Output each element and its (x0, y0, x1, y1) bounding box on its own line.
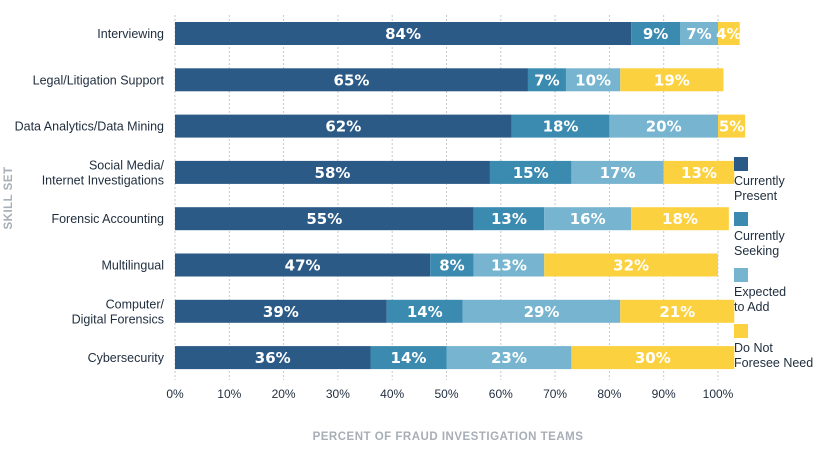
bar-segment (565, 68, 621, 92)
bar-value-label: 36% (255, 349, 291, 367)
bar-value-label: 55% (306, 210, 342, 228)
bar-value-label: 14% (407, 303, 443, 321)
bar-value-label: 19% (654, 71, 690, 89)
x-tick-label: 100% (703, 387, 734, 401)
legend-swatch (734, 268, 748, 282)
bar-value-label: 10% (575, 71, 611, 89)
bar-value-label: 58% (315, 164, 351, 182)
bar-segment (679, 22, 718, 45)
bar-segment (175, 253, 431, 277)
category-labels: Interviewing Legal/Litigation Support Data… (15, 27, 165, 365)
bar-value-label: 13% (491, 210, 527, 228)
bar-value-label: 21% (659, 303, 695, 321)
category-label: Cybersecurity (88, 351, 165, 365)
x-tick-label: 90% (652, 387, 676, 401)
bar-value-label: 17% (600, 164, 636, 182)
bar-value-label: 32% (613, 257, 649, 275)
bar-value-label: 39% (263, 303, 299, 321)
bar-segment (620, 68, 724, 92)
bar-segment (175, 346, 371, 370)
bar-segment (631, 22, 680, 45)
legend-swatch (734, 157, 748, 171)
bar-segment (446, 346, 572, 370)
bar-segment (462, 299, 621, 323)
bar-segment (527, 68, 566, 92)
bar-value-label: 84% (385, 25, 421, 43)
bar-value-label: 47% (285, 257, 321, 275)
legend-label: Expected to Add (734, 285, 786, 314)
bar-value-label: 8% (439, 257, 464, 275)
bar-segment (718, 22, 740, 45)
bar-value-label: 20% (646, 118, 682, 136)
bar-segment (609, 114, 718, 138)
y-axis-label: SKILL SET (3, 166, 15, 229)
bar-segment (473, 253, 545, 277)
category-label: Interviewing (97, 27, 164, 41)
x-tick-label: 50% (434, 387, 458, 401)
bar-value-label: 18% (662, 210, 698, 228)
bar-segment (511, 114, 610, 138)
bar-segment (175, 114, 512, 138)
category-label: Multilingual (101, 259, 164, 273)
category-label: Forensic Accounting (51, 212, 164, 226)
x-tick-label: 40% (380, 387, 404, 401)
bar-value-label: 15% (513, 164, 549, 182)
x-tick-label: 10% (217, 387, 241, 401)
bar-segment (386, 299, 463, 323)
bars (175, 22, 746, 370)
bar-value-label: 65% (334, 71, 370, 89)
bar-segment (544, 207, 632, 231)
bar-value-label: 23% (491, 349, 527, 367)
category-label: Computer/Digital Forensics (72, 297, 165, 326)
bar-value-label: 4% (716, 25, 741, 43)
category-label: Legal/Litigation Support (33, 73, 165, 87)
legend-swatch (734, 324, 748, 338)
bar-value-label: 7% (534, 71, 559, 89)
bar-segment (175, 207, 474, 231)
bar-segment (718, 114, 746, 138)
bar-value-label: 13% (491, 257, 527, 275)
legend: Currently Present Currently Seeking Expected… (734, 157, 813, 370)
bar-segment (473, 207, 545, 231)
bar-value-label: 29% (524, 303, 560, 321)
bar-segment (175, 68, 528, 92)
x-axis-label: PERCENT OF FRAUD INVESTIGATION TEAMS (313, 431, 584, 443)
bar-segment (175, 22, 632, 45)
x-tick-label: 80% (597, 387, 621, 401)
bar-value-label: 30% (635, 349, 671, 367)
bar-segment (620, 299, 735, 323)
bar-value-label: 7% (686, 25, 711, 43)
category-label: Data Analytics/Data Mining (15, 120, 164, 134)
bar-value-label: 16% (570, 210, 606, 228)
legend-label: Currently Seeking (734, 229, 785, 258)
bar-segment (571, 346, 735, 370)
bar-segment (631, 207, 729, 231)
category-label: Social Media/Internet Investigations (42, 158, 165, 187)
bar-value-label: 13% (681, 164, 717, 182)
x-tick-label: 60% (489, 387, 513, 401)
bar-segment (489, 160, 572, 184)
bar-segment (544, 253, 718, 277)
bar-value-label: 62% (325, 118, 361, 136)
x-tick-label: 20% (272, 387, 296, 401)
bar-value-label: 9% (643, 25, 668, 43)
bar-segment (175, 160, 490, 184)
x-tick-label: 30% (326, 387, 350, 401)
bar-segment (571, 160, 664, 184)
bar-segment (430, 253, 474, 277)
x-tick-labels: 0% 10% 20% 30% 40% 50% 60% 70% 80% 90% 100% (166, 387, 733, 401)
bar-value-label: 5% (719, 118, 744, 136)
bar-labels: 84% 9% 7% 4% 65% 7% 10% 19% 62% 18% 20% 5% 58% 15% 17%… (255, 25, 745, 367)
bar-segment (175, 299, 387, 323)
bar-value-label: 18% (543, 118, 579, 136)
legend-label: Do Not Foresee Need (734, 341, 813, 370)
bar-segment (663, 160, 735, 184)
legend-swatch (734, 212, 748, 226)
bar-value-label: 14% (391, 349, 427, 367)
x-tick-label: 70% (543, 387, 567, 401)
legend-label: Currently Present (734, 174, 785, 203)
bar-segment (370, 346, 447, 370)
x-tick-label: 0% (166, 387, 184, 401)
